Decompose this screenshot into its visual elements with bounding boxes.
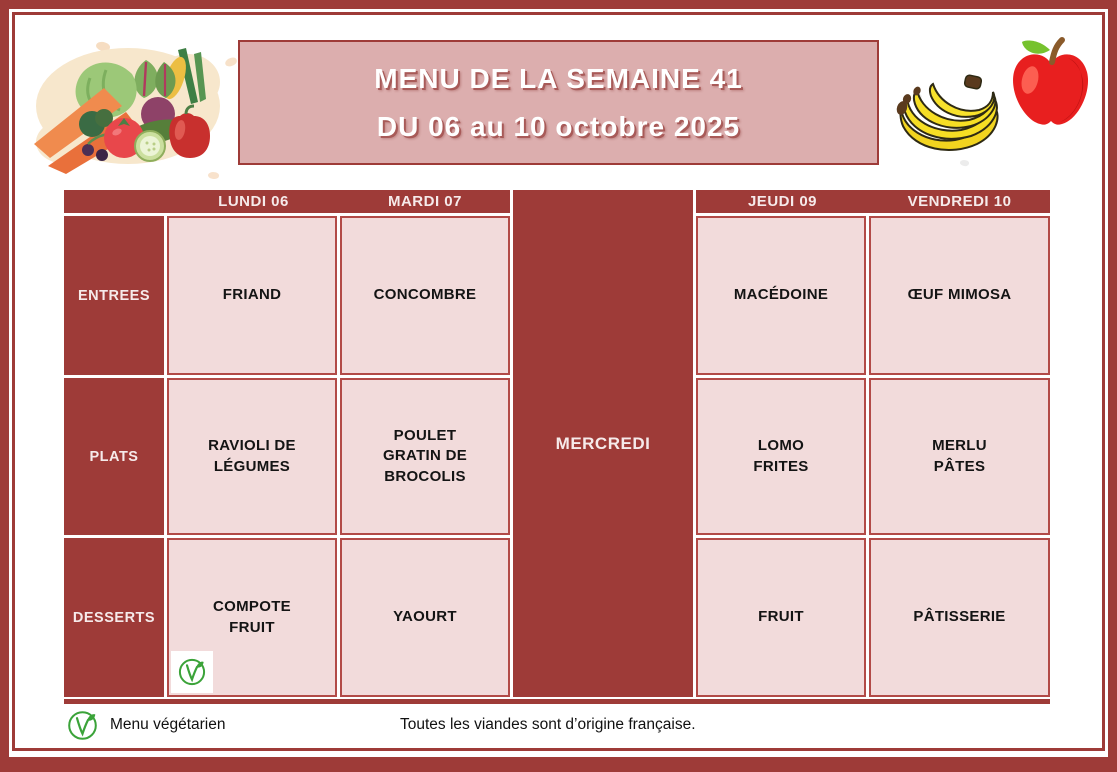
- bananas-clipart: [896, 74, 999, 151]
- banner-title-line1: MENU DE LA SEMAINE 41: [374, 62, 743, 94]
- cell-desserts-vendredi: PÂTISSERIE: [869, 538, 1050, 697]
- cell-desserts-jeudi: FRUIT: [696, 538, 866, 697]
- header-strip-right: JEUDI 09 VENDREDI 10: [696, 190, 1050, 213]
- cell-text: MERLU PÂTES: [932, 437, 987, 475]
- cell-text: LOMO FRITES: [753, 437, 809, 475]
- cell-entrees-mardi: CONCOMBRE: [340, 216, 510, 375]
- title-banner: MENU DE LA SEMAINE 41 DU 06 au 10 octobr…: [238, 40, 879, 165]
- row-label-entrees: ENTREES: [64, 216, 164, 375]
- cell-text: FRUIT: [758, 608, 804, 626]
- mercredi-column: MERCREDI: [513, 190, 693, 697]
- vegetarian-legend-label: Menu végétarien: [110, 716, 226, 733]
- cell-desserts-mardi: YAOURT: [340, 538, 510, 697]
- banner-title-line2: DU 06 au 10 octobre 2025: [376, 110, 741, 142]
- cell-text: CONCOMBRE: [373, 286, 477, 304]
- cell-text: PÂTISSERIE: [913, 608, 1006, 626]
- cell-entrees-lundi: FRIAND: [167, 216, 337, 375]
- cell-desserts-lundi: COMPOTE FRUIT: [167, 538, 337, 697]
- cell-text: ŒUF MIMOSA: [907, 286, 1012, 304]
- vegetarian-icon: [171, 651, 213, 693]
- cell-text: MACÉDOINE: [733, 286, 829, 304]
- header-jeudi: JEUDI 09: [747, 193, 818, 210]
- header-mardi: MARDI 07: [387, 193, 462, 210]
- cell-text: YAOURT: [393, 608, 457, 626]
- splatter-speck: [959, 158, 970, 168]
- cell-plats-vendredi: MERLU PÂTES: [869, 378, 1050, 535]
- cell-entrees-jeudi: MACÉDOINE: [696, 216, 866, 375]
- cell-text: FRIAND: [222, 286, 282, 304]
- cell-text: COMPOTE FRUIT: [213, 598, 291, 636]
- cell-plats-lundi: RAVIOLI DE LÉGUMES: [167, 378, 337, 535]
- header-corner-cell: [64, 190, 167, 213]
- vegetarian-legend-icon: [68, 711, 97, 740]
- cell-entrees-vendredi: ŒUF MIMOSA: [869, 216, 1050, 375]
- header-vendredi: VENDREDI 10: [907, 193, 1012, 210]
- cell-text: POULET GRATIN DE BROCOLIS: [382, 427, 468, 485]
- menu-table: LUNDI 06 MARDI 07 MERCREDI JEUDI 09 VEND…: [64, 190, 1050, 704]
- cell-plats-jeudi: LOMO FRITES: [696, 378, 866, 535]
- splatter-speck: [224, 56, 238, 68]
- apple-clipart: [1013, 37, 1089, 125]
- cell-text: RAVIOLI DE LÉGUMES: [208, 437, 296, 475]
- vegetables-clipart: [34, 48, 220, 174]
- cell-plats-mardi: POULET GRATIN DE BROCOLIS: [340, 378, 510, 535]
- row-label-plats: PLATS: [64, 378, 164, 535]
- header-strip-left: LUNDI 06 MARDI 07: [64, 190, 510, 213]
- meat-origin-note: Toutes les viandes sont d’origine frança…: [400, 716, 696, 733]
- header-lundi: LUNDI 06: [218, 193, 289, 210]
- row-label-desserts: DESSERTS: [64, 538, 164, 697]
